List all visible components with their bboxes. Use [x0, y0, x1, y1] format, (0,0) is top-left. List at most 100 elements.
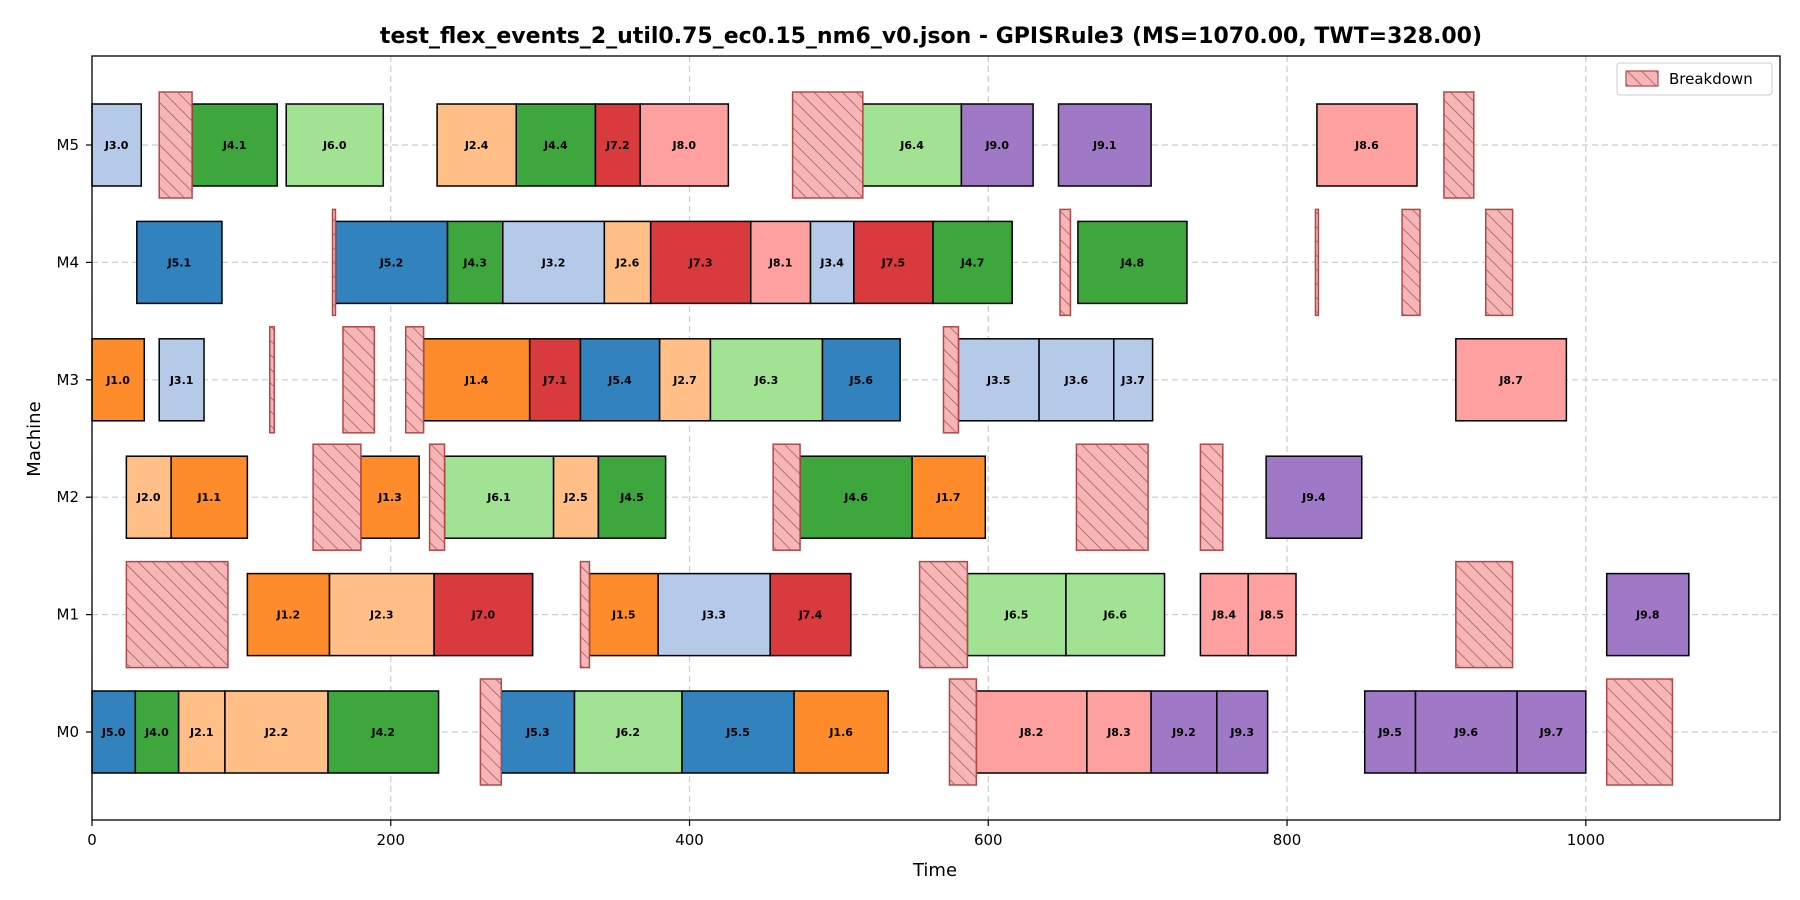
- operation-bar: [91, 103, 143, 187]
- operation-bar: [552, 455, 600, 539]
- y-tick-label: M2: [57, 488, 80, 506]
- operation-bar: [862, 103, 963, 187]
- operation-label: J6.2: [615, 726, 640, 739]
- operation-label: J7.1: [542, 374, 567, 387]
- operation-label: J5.5: [725, 726, 750, 739]
- operation-label: J2.5: [563, 491, 588, 504]
- operation-label: J1.2: [276, 609, 301, 622]
- operation-bar: [1516, 690, 1587, 774]
- operation-label: J6.0: [322, 139, 347, 152]
- operation-label: J6.1: [486, 491, 511, 504]
- breakdown-bar: [1059, 208, 1072, 317]
- operation-bar: [136, 220, 223, 305]
- operation-bar: [975, 690, 1088, 774]
- operation-bar: [603, 220, 652, 305]
- operation-bar: [1265, 455, 1363, 539]
- operation-label: J5.4: [607, 374, 632, 387]
- operation-label: J6.3: [754, 374, 779, 387]
- operation-label: J8.6: [1354, 139, 1379, 152]
- operation-bar: [957, 338, 1040, 422]
- operation-label: J3.6: [1064, 374, 1089, 387]
- operation-label: J1.6: [828, 726, 853, 739]
- operation-bar: [960, 103, 1034, 187]
- breakdown-bar: [125, 560, 229, 669]
- operation-label: J2.2: [264, 726, 289, 739]
- operation-label: J2.6: [615, 256, 640, 269]
- legend-breakdown-label: Breakdown: [1669, 70, 1753, 88]
- operation-label: J9.3: [1229, 726, 1254, 739]
- operation-label: J6.5: [1004, 609, 1029, 622]
- operation-bar: [1363, 690, 1417, 774]
- operation-label: J1.7: [936, 491, 961, 504]
- breakdown-bar: [772, 443, 801, 551]
- operation-label: J2.4: [464, 139, 489, 152]
- operation-bar: [446, 220, 504, 305]
- breakdown-bar: [428, 443, 446, 551]
- operation-bar: [597, 455, 667, 539]
- operation-label: J5.2: [379, 256, 404, 269]
- operation-label: J1.3: [377, 491, 402, 504]
- breakdown-bar: [342, 326, 376, 434]
- operation-label: J1.5: [611, 609, 636, 622]
- operation-label: J8.1: [768, 256, 793, 269]
- breakdown-bar: [1443, 91, 1475, 199]
- breakdown-bar: [1605, 678, 1674, 786]
- y-tick-label: M1: [57, 606, 80, 624]
- operation-bars: J5.0 J4.0 J2.1 J2.2 J4.2 J5.3 J6.2 J5.5 J1.6 J8.2…: [91, 103, 1690, 774]
- operation-label: J4.7: [960, 256, 985, 269]
- operation-bar: [821, 338, 901, 422]
- operation-label: J3.4: [819, 256, 844, 269]
- operation-label: J4.1: [222, 139, 247, 152]
- operation-label: J3.3: [701, 609, 726, 622]
- operation-bar: [91, 690, 137, 774]
- operation-bar: [1247, 572, 1297, 657]
- x-tick-label: 400: [675, 831, 704, 849]
- operation-label: J4.3: [462, 256, 487, 269]
- operation-bar: [158, 338, 205, 422]
- operation-label: J4.5: [619, 491, 644, 504]
- operation-bar: [125, 455, 172, 539]
- operation-label: J2.1: [189, 726, 214, 739]
- operation-bar: [658, 338, 712, 422]
- breakdown-bar: [1401, 208, 1421, 317]
- operation-label: J1.0: [105, 374, 130, 387]
- operation-label: J8.7: [1498, 374, 1523, 387]
- y-axis-label: Machine: [24, 401, 45, 476]
- breakdown-bar: [942, 326, 960, 434]
- operation-label: J8.3: [1106, 726, 1131, 739]
- operation-bar: [246, 572, 331, 657]
- operation-label: J2.7: [672, 374, 697, 387]
- operation-label: J4.6: [843, 491, 868, 504]
- operation-label: J8.5: [1259, 609, 1284, 622]
- operation-bar: [657, 572, 771, 657]
- operation-label: J5.6: [849, 374, 874, 387]
- x-tick-label: 200: [376, 831, 405, 849]
- operation-label: J9.2: [1171, 726, 1196, 739]
- breakdown-bar: [1075, 443, 1149, 551]
- operation-label: J4.8: [1120, 256, 1145, 269]
- operation-bar: [528, 338, 582, 422]
- operation-bar: [681, 690, 795, 774]
- x-tick-label: 600: [974, 831, 1003, 849]
- operation-label: J4.4: [543, 139, 568, 152]
- operation-label: J3.2: [541, 256, 566, 269]
- operation-label: J2.0: [136, 491, 161, 504]
- operation-bar: [328, 572, 435, 657]
- operation-bar: [639, 103, 730, 187]
- plot-frame: [91, 55, 1781, 821]
- operation-bar: [502, 220, 606, 305]
- operation-label: J8.4: [1212, 609, 1237, 622]
- operation-bar: [932, 220, 1013, 305]
- operation-label: J1.1: [196, 491, 221, 504]
- breakdown-bar: [948, 678, 978, 786]
- breakdown-bar: [312, 443, 362, 551]
- operation-bar: [224, 690, 329, 774]
- operation-bar: [360, 455, 420, 539]
- operation-label: J5.0: [101, 726, 126, 739]
- operation-label: J2.3: [369, 609, 394, 622]
- breakdown-bar: [579, 560, 591, 669]
- operation-label: J8.0: [671, 139, 696, 152]
- operation-bar: [436, 103, 517, 187]
- operation-bar: [334, 220, 449, 305]
